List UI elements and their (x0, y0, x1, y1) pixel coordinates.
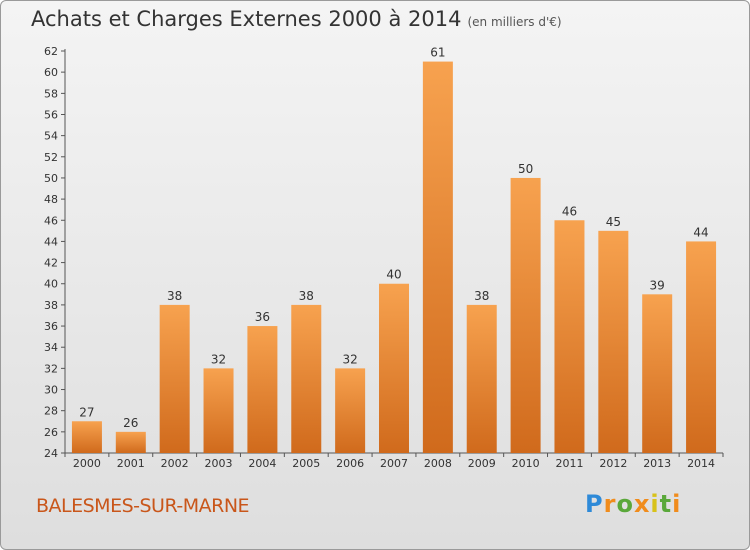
value-label-2014: 44 (693, 225, 708, 239)
bar-2007 (379, 283, 409, 453)
chart-unit: (en milliers d'€) (467, 15, 562, 29)
bar-2013 (642, 294, 673, 453)
bar-2000 (71, 421, 102, 453)
value-label-2013: 39 (650, 278, 665, 292)
value-label-2011: 46 (562, 204, 577, 218)
city-name: BALESMES-SUR-MARNE (36, 495, 250, 517)
value-label-2000: 27 (79, 405, 94, 419)
bar-2009 (466, 304, 497, 453)
bar-2010 (510, 177, 541, 453)
y-tick-label: 34 (44, 341, 58, 354)
value-label-2002: 38 (167, 289, 182, 303)
y-tick-label: 48 (44, 193, 58, 206)
bar-2012 (598, 230, 629, 453)
x-tick-label-2007: 2007 (380, 457, 408, 470)
bar-2005 (291, 304, 322, 453)
value-label-2012: 45 (606, 215, 621, 229)
x-tick-label-2003: 2003 (205, 457, 233, 470)
bar-2008 (422, 61, 453, 453)
x-tick-label-2010: 2010 (512, 457, 540, 470)
value-label-2004: 36 (255, 310, 270, 324)
x-tick-label-2005: 2005 (292, 457, 320, 470)
y-tick-label: 30 (44, 384, 58, 397)
x-tick-label-2012: 2012 (599, 457, 627, 470)
x-tick-label-2004: 2004 (248, 457, 276, 470)
y-tick-label: 46 (44, 214, 58, 227)
value-label-2001: 26 (123, 416, 138, 430)
bar-2006 (335, 368, 366, 453)
bar-2001 (115, 431, 146, 453)
y-tick-label: 36 (44, 320, 58, 333)
bar-2004 (247, 326, 278, 453)
y-tick-label: 60 (44, 66, 58, 79)
value-label-2007: 40 (386, 268, 401, 282)
y-tick-label: 62 (44, 45, 58, 58)
value-label-2008: 61 (430, 46, 445, 60)
x-tick-label-2013: 2013 (643, 457, 671, 470)
x-tick-label-2002: 2002 (161, 457, 189, 470)
y-tick-label: 40 (44, 278, 58, 291)
value-label-2005: 38 (299, 289, 314, 303)
x-tick-label-2009: 2009 (468, 457, 496, 470)
chart-title-text: Achats et Charges Externes 2000 à 2014 (31, 7, 462, 31)
bar-2014 (686, 241, 717, 453)
x-tick-label-2001: 2001 (117, 457, 145, 470)
value-label-2009: 38 (474, 289, 489, 303)
y-tick-label: 32 (44, 362, 58, 375)
y-tick-label: 54 (44, 130, 58, 143)
y-tick-label: 56 (44, 108, 58, 121)
y-tick-label: 24 (44, 447, 58, 460)
y-tick-label: 26 (44, 426, 58, 439)
x-tick-label-2014: 2014 (687, 457, 715, 470)
bar-2002 (159, 304, 190, 453)
y-tick-label: 38 (44, 299, 58, 312)
value-label-2003: 32 (211, 352, 226, 366)
value-label-2010: 50 (518, 162, 533, 176)
x-tick-label-2008: 2008 (424, 457, 452, 470)
x-tick-label-2000: 2000 (73, 457, 101, 470)
y-tick-label: 52 (44, 151, 58, 164)
bar-2011 (554, 220, 585, 453)
y-tick-label: 28 (44, 405, 58, 418)
y-tick-label: 44 (44, 235, 58, 248)
x-tick-label-2006: 2006 (336, 457, 364, 470)
value-label-2006: 32 (342, 352, 357, 366)
y-tick-label: 58 (44, 87, 58, 100)
bar-2003 (203, 368, 234, 453)
x-tick-label-2011: 2011 (555, 457, 583, 470)
proxiti-logo: Proxiti (585, 490, 682, 518)
y-tick-label: 50 (44, 172, 58, 185)
chart-title: Achats et Charges Externes 2000 à 2014 (e… (31, 7, 562, 31)
y-tick-label: 42 (44, 257, 58, 270)
